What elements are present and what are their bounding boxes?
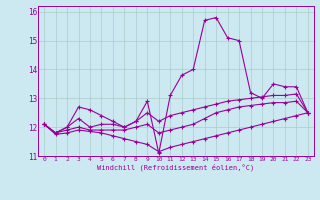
X-axis label: Windchill (Refroidissement éolien,°C): Windchill (Refroidissement éolien,°C) bbox=[97, 163, 255, 171]
